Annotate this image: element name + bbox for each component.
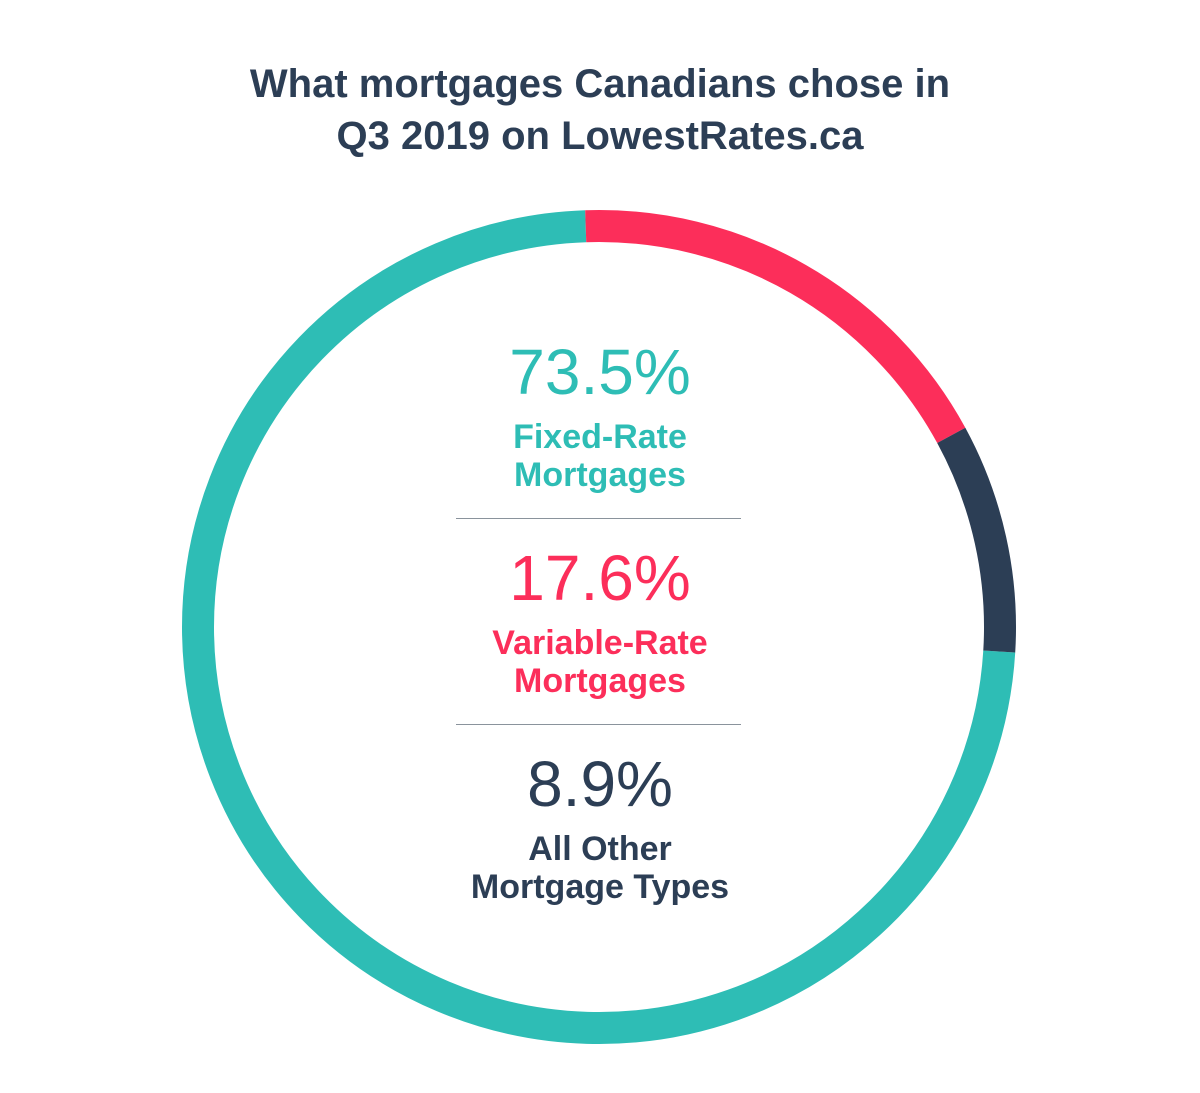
divider [456,518,741,519]
divider [456,724,741,725]
chart-title: What mortgages Canadians chose in Q3 201… [249,62,951,158]
value-label: 17.6% [509,542,691,614]
value-label: 8.9% [527,748,673,820]
category-label: Variable-Rate Mortgages [492,624,708,700]
value-label: 73.5% [509,336,691,408]
donut-slice [182,210,1016,1044]
donut-slice [585,210,966,444]
donut-slice [937,427,1016,653]
category-label: All Other Mortgage Types [470,830,730,906]
category-label: Fixed-Rate Mortgages [513,418,687,494]
